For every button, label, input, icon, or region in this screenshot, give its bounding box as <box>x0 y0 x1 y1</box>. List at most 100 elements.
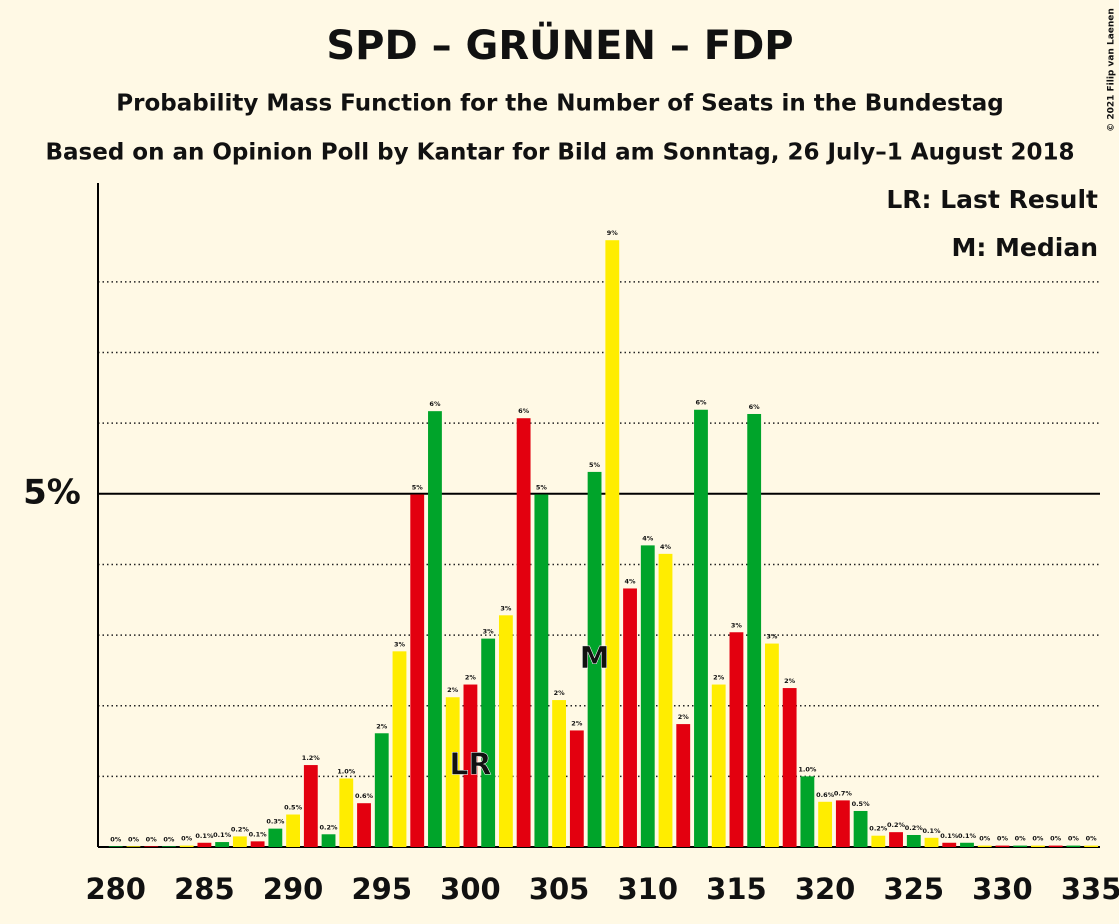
value-label: 0% <box>181 835 193 843</box>
bar <box>516 418 531 847</box>
value-label: 2% <box>713 674 725 682</box>
bar <box>1013 845 1028 847</box>
bar <box>215 842 230 847</box>
bar <box>232 836 247 847</box>
marker-label: M <box>580 641 610 676</box>
value-label: 0.1% <box>249 830 268 838</box>
bar <box>977 845 992 847</box>
bar <box>1066 845 1081 847</box>
value-label: 0% <box>1086 835 1098 843</box>
bar <box>853 810 868 847</box>
value-label: 0.5% <box>284 804 303 812</box>
y-tick-label: 5% <box>23 472 81 512</box>
bar <box>587 471 602 847</box>
value-label: 1.0% <box>798 765 817 773</box>
bar <box>552 700 567 847</box>
value-label: 3% <box>500 604 512 612</box>
value-label: 5% <box>536 484 548 492</box>
chart-subtitle: Based on an Opinion Poll by Kantar for B… <box>45 140 1074 166</box>
value-label: 6% <box>518 407 530 415</box>
value-label: 4% <box>642 534 654 542</box>
value-label: 0.7% <box>834 789 853 797</box>
value-label: 2% <box>376 722 388 730</box>
value-label: 3% <box>766 633 778 641</box>
x-tick-label: 325 <box>884 872 945 906</box>
value-label: 1.0% <box>337 767 356 775</box>
bar <box>339 778 354 847</box>
bar <box>640 545 655 847</box>
x-tick-label: 335 <box>1061 872 1119 906</box>
value-label: 0.5% <box>852 800 871 808</box>
bar <box>942 842 957 847</box>
value-label: 0.1% <box>213 831 232 839</box>
bar <box>995 845 1010 847</box>
bar <box>481 638 496 847</box>
bar <box>428 411 442 847</box>
value-label: 0% <box>997 835 1009 843</box>
bar <box>764 643 779 847</box>
value-label: 2% <box>447 686 459 694</box>
value-label: 2% <box>678 713 690 721</box>
value-label: 2% <box>571 719 583 727</box>
bar <box>711 684 726 847</box>
bar <box>871 835 886 847</box>
bar <box>144 846 159 847</box>
bar <box>694 409 708 847</box>
bar <box>392 651 407 847</box>
bar <box>1031 845 1045 847</box>
bar <box>800 776 815 847</box>
value-label: 2% <box>465 674 477 682</box>
value-label: 4% <box>660 543 672 551</box>
bar <box>605 240 620 847</box>
bar <box>960 842 974 847</box>
legend-entry: M: Median <box>951 233 1098 262</box>
value-label: 6% <box>695 399 707 407</box>
x-tick-label: 300 <box>440 872 501 906</box>
bar <box>534 494 549 847</box>
value-label: 4% <box>625 577 637 585</box>
value-label: 0.2% <box>320 823 339 831</box>
bar <box>906 834 921 847</box>
legend-entry: LR: Last Result <box>886 185 1098 214</box>
value-label: 9% <box>607 229 619 237</box>
x-tick-label: 285 <box>174 872 235 906</box>
bar <box>250 841 265 847</box>
value-label: 3% <box>731 621 743 629</box>
bar <box>924 837 939 847</box>
bar <box>463 684 478 847</box>
bar <box>1084 845 1099 847</box>
bar <box>889 832 903 847</box>
value-label: 0% <box>163 835 175 843</box>
value-label: 2% <box>784 677 796 685</box>
chart-title: SPD – GRÜNEN – FDP <box>326 21 793 69</box>
value-label: 0.1% <box>958 832 977 840</box>
credit: © 2021 Filip van Laenen <box>1107 8 1117 132</box>
bar <box>374 733 389 847</box>
bar <box>286 814 300 847</box>
value-label: 0.2% <box>869 825 888 833</box>
marker-label: LR <box>449 747 491 782</box>
x-tick-label: 320 <box>795 872 856 906</box>
value-label: 0.2% <box>231 825 250 833</box>
value-label: 6% <box>429 400 441 408</box>
value-label: 3% <box>483 628 495 636</box>
bar <box>303 765 318 847</box>
bar <box>569 730 584 847</box>
bar <box>445 697 460 847</box>
x-tick-label: 295 <box>351 872 412 906</box>
bar <box>818 801 833 847</box>
chart-subtitle: Probability Mass Function for the Number… <box>116 91 1003 117</box>
x-tick-label: 330 <box>972 872 1033 906</box>
bar <box>729 632 744 847</box>
x-tick-label: 315 <box>706 872 767 906</box>
value-label: 0% <box>110 835 122 843</box>
bar <box>623 588 637 847</box>
bar <box>357 803 371 847</box>
bar <box>658 553 673 847</box>
bar <box>676 724 691 847</box>
value-label: 0.1% <box>195 832 214 840</box>
value-label: 0% <box>1050 835 1062 843</box>
bar <box>108 846 123 847</box>
value-label: 0% <box>1032 835 1044 843</box>
